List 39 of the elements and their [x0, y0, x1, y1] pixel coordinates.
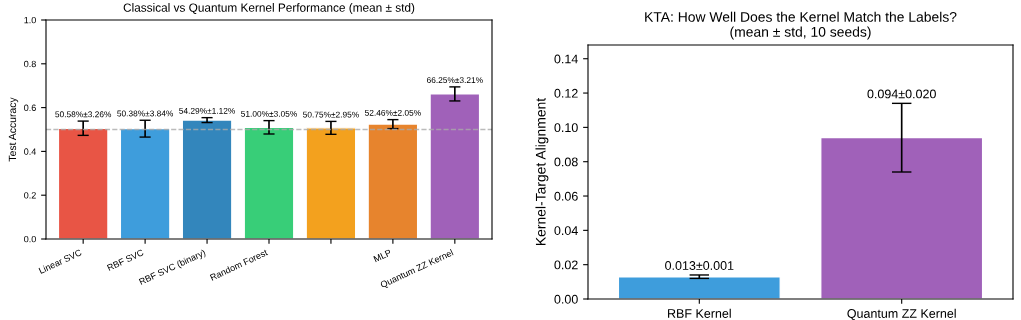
data-label: 0.094±0.020	[867, 89, 936, 99]
y-tick-label: 0.02	[554, 260, 578, 270]
y-tick-label: 0.00	[554, 294, 578, 304]
bar	[429, 93, 481, 239]
y-tick-label: 0.04	[554, 226, 578, 235]
bar	[243, 126, 295, 239]
x-tick-label: RBF Kernel	[668, 308, 731, 318]
y-axis-title: Test Accuracy	[8, 97, 19, 162]
x-tick-label: MLP	[373, 249, 392, 263]
x-tick-label: RBF SVC	[106, 249, 145, 271]
data-label: 50.58%±3.26%	[55, 111, 112, 118]
bar	[367, 123, 419, 239]
data-label: 54.29%±1.12%	[179, 107, 235, 114]
data-label: 50.75%±2.95%	[303, 111, 359, 118]
y-tick-label: 0.2	[24, 192, 36, 199]
y-tick-label: 0.08	[554, 157, 578, 167]
data-label: 51.00%±3.05%	[241, 110, 297, 117]
x-tick-label: Linear SVC	[38, 248, 83, 274]
x-tick-label: Quantum ZZ Kernel	[847, 308, 956, 320]
y-axis-title: Kernel-Target Alignment	[535, 97, 549, 245]
bar	[305, 127, 357, 239]
y-tick-label: 0.14	[554, 54, 578, 64]
y-tick-label: 0.12	[554, 88, 578, 98]
data-label: 50.38%±3.84%	[117, 110, 174, 117]
y-tick-label: 0.6	[24, 104, 36, 111]
data-label: 0.013±0.001	[665, 261, 734, 270]
y-tick-label: 0.8	[24, 60, 36, 68]
bar	[181, 119, 233, 239]
bar	[119, 127, 171, 239]
data-label: 52.46%±2.05%	[364, 109, 421, 116]
y-tick-label: 1.0	[24, 16, 36, 24]
chart-title: KTA: How Well Does the Kernel Match the Labels? (mean ± std, 10 seeds)	[645, 11, 957, 40]
bar	[57, 127, 109, 239]
chart-title: Classical vs Quantum Kernel Performance (mean ± std)	[123, 3, 415, 15]
y-tick-label: 0.10	[554, 123, 578, 133]
y-tick-label: 0.0	[24, 235, 36, 243]
y-tick-label: 0.06	[554, 191, 578, 201]
data-label: 66.25%±3.21%	[427, 77, 483, 84]
y-tick-label: 0.4	[24, 148, 37, 155]
